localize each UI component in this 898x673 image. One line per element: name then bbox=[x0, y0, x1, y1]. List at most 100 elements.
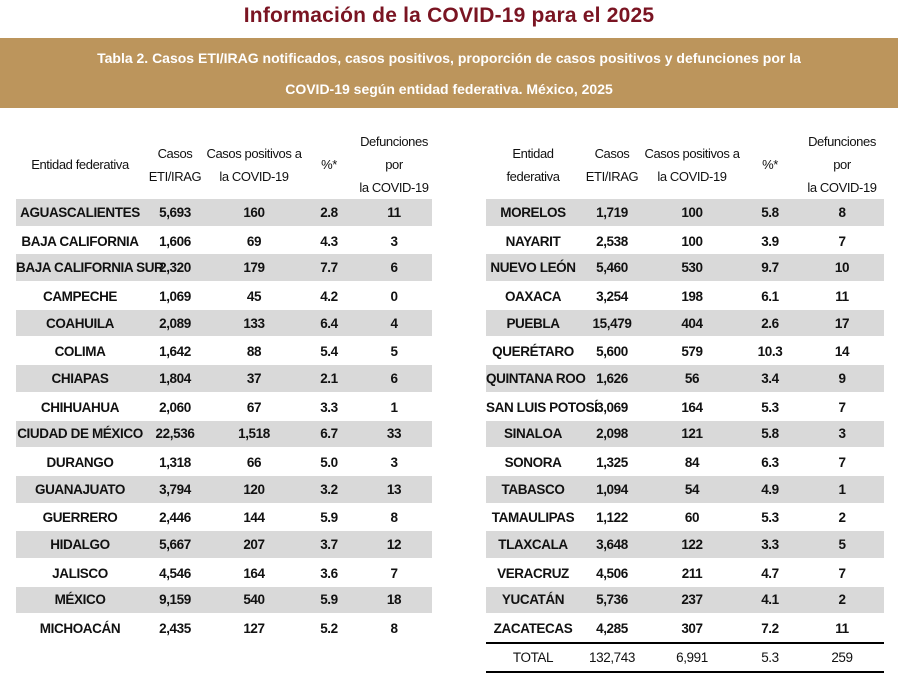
cell-casos: 5,460 bbox=[580, 254, 644, 284]
cell-defunciones: 6 bbox=[356, 254, 432, 284]
cell-pct: 4.7 bbox=[761, 565, 779, 581]
cell-pct: 5.2 bbox=[320, 621, 338, 637]
cell-casos: 2,446 bbox=[159, 510, 191, 526]
table-row: BAJA CALIFORNIA SUR 2,320 179 7.7 6 bbox=[16, 254, 432, 284]
cell-pct: 3.3 bbox=[740, 531, 800, 560]
cell-casos: 1,094 bbox=[580, 475, 644, 505]
cell-casos: 1,325 bbox=[596, 455, 628, 471]
cell-positivos: 54 bbox=[644, 475, 740, 505]
cell-casos: 2,060 bbox=[159, 399, 191, 415]
header-pct: %* bbox=[740, 130, 800, 199]
cell-pct: 7.2 bbox=[761, 621, 779, 637]
cell-positivos: 69 bbox=[246, 233, 262, 249]
cell-defunciones: 12 bbox=[356, 531, 432, 560]
page-title: Información de la COVID-19 para el 2025 bbox=[243, 4, 655, 27]
cell-positivos: 100 bbox=[644, 199, 740, 228]
cell-positivos: 1,518 bbox=[206, 420, 302, 450]
cell-entidad: HIDALGO bbox=[16, 531, 144, 560]
cell-casos: 15,479 bbox=[580, 309, 644, 339]
total-cell-positivos: 6,991 bbox=[644, 642, 740, 673]
cell-pct: 4.1 bbox=[740, 586, 800, 616]
cell-casos: 2,098 bbox=[580, 420, 644, 450]
header-def-line2: la COVID-19 bbox=[807, 180, 877, 195]
header-casos-line2: ETI/IRAG bbox=[148, 168, 202, 184]
left-table-body: AGUASCALIENTES 5,693 160 2.8 11 BAJA CALIFORN… bbox=[16, 199, 432, 642]
cell-entidad: SINALOA bbox=[486, 420, 580, 450]
header-entidad: Entidad federativa bbox=[16, 130, 144, 199]
cell-pct: 5.8 bbox=[740, 199, 800, 228]
cell-pct: 3.4 bbox=[740, 365, 800, 394]
header-casos-line1: Casos bbox=[594, 145, 630, 161]
cell-defunciones: 2 bbox=[800, 586, 884, 616]
cell-defunciones: 8 bbox=[390, 510, 398, 526]
cell-casos: 4,546 bbox=[159, 565, 191, 581]
cell-entidad: BAJA CALIFORNIA SUR bbox=[16, 254, 164, 284]
cell-entidad: QUINTANA ROO bbox=[486, 365, 586, 394]
cell-pct: 5.9 bbox=[302, 586, 356, 616]
cell-entidad: MORELOS bbox=[486, 199, 580, 228]
table-row: QUINTANA ROO 1,626 56 3.4 9 bbox=[486, 365, 884, 394]
total-cell-defunciones: 259 bbox=[800, 642, 884, 673]
cell-defunciones: 8 bbox=[390, 621, 398, 637]
cell-pct: 2.1 bbox=[302, 365, 356, 394]
cell-defunciones: 9 bbox=[800, 365, 884, 394]
cell-casos: 1,626 bbox=[580, 365, 644, 394]
table-row: SONORA 1,325 84 6.3 7 bbox=[486, 448, 884, 476]
table-row: MICHOACÁN 2,435 127 5.2 8 bbox=[16, 614, 432, 642]
cell-positivos: 84 bbox=[684, 455, 700, 471]
table-row: BAJA CALIFORNIA 1,606 69 4.3 3 bbox=[16, 227, 432, 255]
cell-entidad: SAN LUIS POTOSÍ bbox=[486, 399, 598, 415]
table-row: CIUDAD DE MÉXICO 22,536 1,518 6.7 33 bbox=[16, 420, 432, 450]
cell-pct: 5.0 bbox=[320, 455, 338, 471]
cell-defunciones: 2 bbox=[838, 510, 846, 526]
table-row: GUANAJUATO 3,794 120 3.2 13 bbox=[16, 475, 432, 505]
table-row: AGUASCALIENTES 5,693 160 2.8 11 bbox=[16, 199, 432, 228]
cell-positivos: 45 bbox=[246, 288, 262, 304]
table-row: DURANGO 1,318 66 5.0 3 bbox=[16, 448, 432, 476]
left-data-table: Entidad federativa Casos ETI/IRAG Casos p… bbox=[16, 130, 432, 642]
cell-defunciones: 14 bbox=[834, 344, 850, 360]
cell-positivos: 67 bbox=[246, 399, 262, 415]
cell-pct: 4.3 bbox=[320, 233, 338, 249]
cell-pct: 7.7 bbox=[302, 254, 356, 284]
cell-pct: 6.3 bbox=[761, 455, 779, 471]
cell-positivos: 100 bbox=[681, 233, 703, 249]
cell-entidad: MÉXICO bbox=[16, 586, 144, 616]
cell-entidad: VERACRUZ bbox=[497, 565, 569, 581]
header-positivos-line2: la COVID-19 bbox=[657, 168, 727, 184]
header-positivos-line1: Casos positivos a bbox=[206, 145, 302, 161]
table-row: TAMAULIPAS 1,122 60 5.3 2 bbox=[486, 504, 884, 532]
cell-entidad: COLIMA bbox=[54, 344, 106, 360]
cell-positivos: 127 bbox=[243, 621, 265, 637]
cell-positivos: 237 bbox=[644, 586, 740, 616]
cell-positivos: 211 bbox=[681, 565, 703, 581]
cell-positivos: 164 bbox=[243, 565, 265, 581]
table-row: MORELOS 1,719 100 5.8 8 bbox=[486, 199, 884, 228]
cell-positivos: 207 bbox=[206, 531, 302, 560]
cell-defunciones: 13 bbox=[356, 475, 432, 505]
cell-entidad: CHIHUAHUA bbox=[40, 399, 120, 415]
cell-defunciones: 11 bbox=[356, 199, 432, 228]
caption-line-2: COVID-19 según entidad federativa. Méxic… bbox=[285, 81, 613, 97]
cell-casos: 5,736 bbox=[580, 586, 644, 616]
table-row: TLAXCALA 3,648 122 3.3 5 bbox=[486, 531, 884, 560]
total-row: TOTAL 132,743 6,991 5.3 259 bbox=[486, 642, 884, 673]
cell-defunciones: 33 bbox=[356, 420, 432, 450]
cell-entidad: MICHOACÁN bbox=[39, 621, 121, 637]
header-positivos: Casos positivos a la COVID-19 bbox=[644, 130, 740, 199]
header-casos: Casos ETI/IRAG bbox=[144, 130, 206, 199]
cell-pct: 3.6 bbox=[320, 565, 338, 581]
cell-casos: 4,285 bbox=[596, 621, 628, 637]
cell-positivos: 122 bbox=[644, 531, 740, 560]
cell-positivos: 307 bbox=[681, 621, 703, 637]
cell-casos: 1,318 bbox=[159, 455, 191, 471]
header-casos: Casos ETI/IRAG bbox=[580, 130, 644, 199]
cell-entidad: COAHUILA bbox=[16, 309, 144, 339]
cell-pct: 5.9 bbox=[320, 510, 338, 526]
cell-defunciones: 3 bbox=[800, 420, 884, 450]
table-header-row: Entidad federativa Casos ETI/IRAG Casos p… bbox=[16, 130, 432, 199]
table-row: JALISCO 4,546 164 3.6 7 bbox=[16, 559, 432, 587]
cell-pct: 6.4 bbox=[302, 309, 356, 339]
right-data-table: Entidad federativa Casos ETI/IRAG Casos p… bbox=[486, 130, 884, 673]
cell-defunciones: 17 bbox=[800, 309, 884, 339]
